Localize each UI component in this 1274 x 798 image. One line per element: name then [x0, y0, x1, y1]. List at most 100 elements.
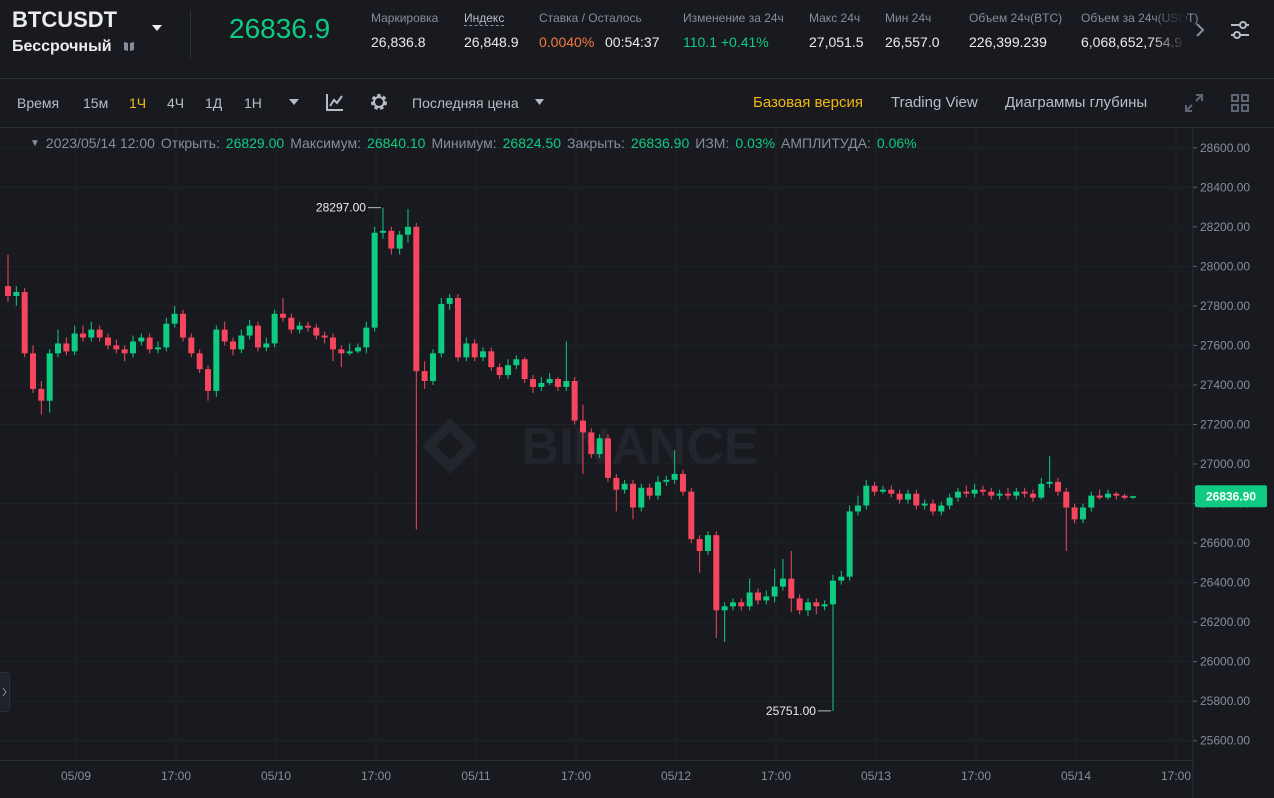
candle-body [121, 349, 128, 354]
candle-body [704, 535, 711, 551]
stat-value: 0.0040% [539, 34, 595, 50]
x-tick-label: 17:00 [961, 769, 991, 783]
candle-body [588, 432, 595, 455]
watermark-logo [422, 418, 478, 474]
y-tick-label: 25600.00 [1200, 734, 1250, 748]
candle-body [196, 353, 203, 370]
interval[interactable]: 1Ч [129, 95, 147, 111]
candle-body [1071, 507, 1078, 520]
candle-body [996, 493, 1003, 496]
y-tick-label: 28400.00 [1200, 180, 1250, 194]
y-tick-label: 27600.00 [1200, 338, 1250, 352]
candle-body [979, 489, 986, 492]
y-tick-label: 27800.00 [1200, 299, 1250, 313]
header: BTCUSDT Бессрочный 26836.9 Маркировка 26,… [0, 0, 1274, 79]
candle-body [88, 329, 95, 338]
price-type[interactable]: Последняя цена [412, 95, 519, 111]
stat-value: 26,848.9 [464, 34, 519, 50]
candle-body [954, 491, 961, 498]
fullscreen-icon[interactable] [1184, 93, 1204, 113]
candle-body [379, 230, 386, 233]
candle-body [971, 489, 978, 494]
candle-body [488, 351, 495, 368]
more-intervals[interactable] [288, 98, 300, 106]
candle-body [13, 292, 20, 297]
y-tick-label: 26200.00 [1200, 615, 1250, 629]
symbol[interactable]: BTCUSDT [12, 7, 118, 32]
candle-body [171, 313, 178, 324]
settings-icon[interactable] [1228, 18, 1252, 42]
candle-body [663, 479, 670, 482]
interval[interactable]: 4Ч [167, 95, 185, 111]
view-tab[interactable]: Диаграммы глубины [1005, 94, 1148, 111]
candle-body [729, 602, 736, 607]
legend-label: Минимум: [431, 135, 497, 151]
info-icon[interactable] [123, 40, 135, 52]
extreme-label: 25751.00 [766, 704, 816, 718]
candle-body [496, 367, 503, 376]
candle-body [113, 345, 120, 350]
scroll-right[interactable] [1194, 22, 1206, 38]
candle-body [146, 337, 153, 350]
symbol-caret[interactable] [151, 24, 163, 32]
candle-body [646, 487, 653, 496]
last-price-tag [1195, 485, 1267, 508]
interval[interactable]: 15м [83, 95, 109, 111]
candle-body [29, 353, 36, 389]
price-type-caret[interactable] [534, 98, 545, 106]
candle-body [746, 592, 753, 607]
legend-value: 26836.90 [630, 135, 690, 151]
candle-body [929, 503, 936, 512]
view-tab[interactable]: Базовая версия [753, 94, 863, 111]
indicator-icon[interactable] [325, 92, 345, 112]
stat-label: Ставка / Осталось [539, 11, 642, 25]
x-tick-label: 05/09 [61, 769, 91, 783]
legend-value: 26824.50 [502, 135, 562, 151]
x-tick-label: 05/10 [261, 769, 291, 783]
candle-body [354, 347, 361, 352]
candle-body [321, 335, 328, 338]
divider [190, 10, 191, 58]
stat-value: 26,836.8 [371, 34, 426, 50]
candle-body [163, 323, 170, 348]
candle-body [563, 381, 570, 387]
last-price-label: 26836.90 [1206, 489, 1256, 503]
candle-body [246, 325, 253, 336]
candle-body [638, 487, 645, 508]
candle-body [1079, 507, 1086, 520]
candle-body [796, 598, 803, 611]
candle-body [738, 602, 745, 607]
layout-icon[interactable] [1230, 93, 1250, 113]
candle-body [804, 602, 811, 611]
candle-body [546, 379, 553, 383]
y-tick-label: 28200.00 [1200, 220, 1250, 234]
toolbar: Время 15м 1Ч 4Ч 1Д 1Н Последняя цена Базовая … [0, 79, 1274, 128]
gear-icon[interactable] [369, 92, 389, 112]
candle-body [1013, 491, 1020, 496]
view-tab[interactable]: Trading View [891, 94, 978, 111]
interval[interactable]: 1Д [205, 95, 223, 111]
stat-value: 27,051.5 [809, 34, 864, 50]
y-tick-label: 27000.00 [1200, 457, 1250, 471]
last-price: 26836.9 [229, 13, 331, 44]
candle-body [571, 381, 578, 421]
candle-body [871, 485, 878, 492]
y-tick-label: 26600.00 [1200, 536, 1250, 550]
candle-body [363, 327, 370, 348]
candle-body [79, 333, 86, 338]
candle-body [463, 343, 470, 358]
candle-body [829, 580, 836, 605]
candle-body [388, 230, 395, 249]
candle-body [679, 473, 686, 492]
candle-body [454, 297, 461, 358]
side-toggle[interactable] [0, 672, 10, 712]
stat-value: 226,399.239 [969, 34, 1047, 50]
candle-body [504, 365, 511, 376]
candle-body [838, 576, 845, 581]
legend-label: Максимум: [290, 135, 362, 151]
interval[interactable]: 1Н [244, 95, 262, 111]
x-tick-label: 17:00 [1161, 769, 1191, 783]
candle-body [896, 493, 903, 500]
fade [1150, 0, 1186, 78]
